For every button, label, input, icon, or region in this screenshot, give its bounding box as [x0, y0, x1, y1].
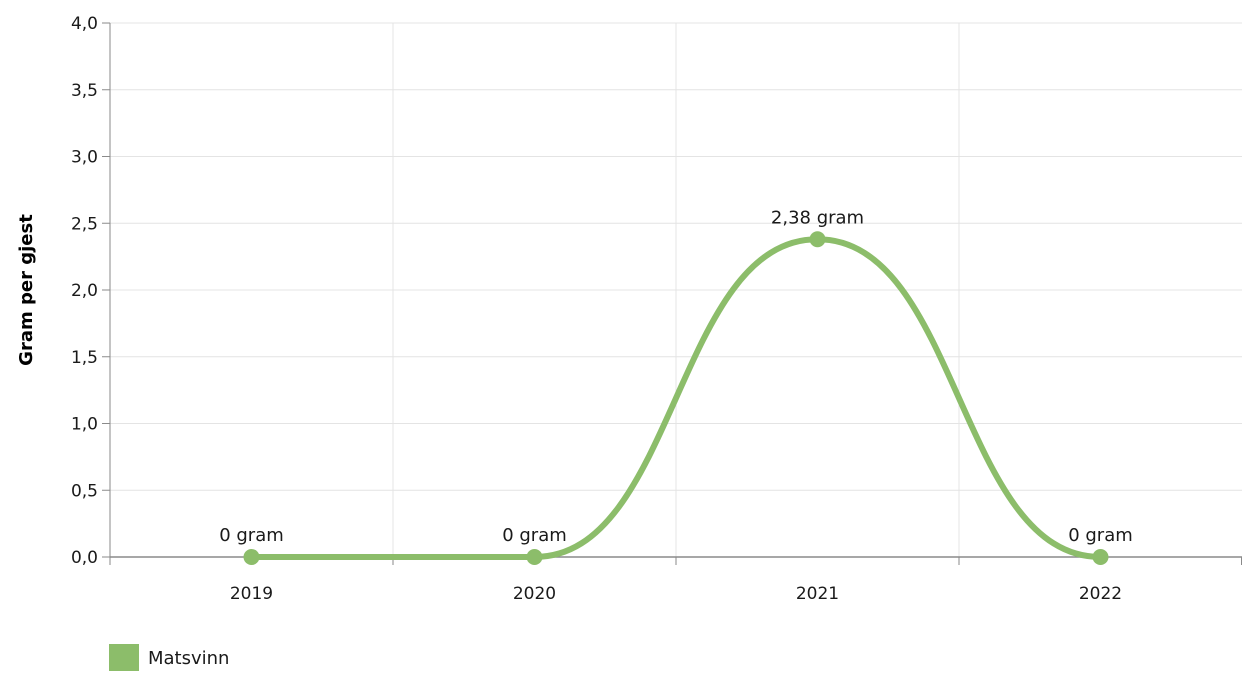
- y-tick-label: 2,5: [71, 214, 98, 234]
- x-tick-label: 2019: [230, 584, 273, 604]
- y-axis-title: Gram per gjest: [16, 214, 37, 366]
- y-tick-label: 4,0: [71, 14, 98, 34]
- x-axis-ticks: 2019 2020 2021 2022: [109, 557, 1242, 604]
- legend-swatch[interactable]: [109, 644, 139, 671]
- data-label: 0 gram: [219, 525, 284, 546]
- y-tick-label: 3,5: [71, 81, 98, 101]
- data-label: 0 gram: [502, 525, 567, 546]
- x-tick-label: 2021: [796, 584, 839, 604]
- series-line-matsvinn[interactable]: [248, 236, 1104, 561]
- data-point[interactable]: [809, 231, 826, 248]
- data-point[interactable]: [243, 549, 260, 565]
- y-tick-label: 1,5: [71, 348, 98, 368]
- x-tick-label: 2020: [513, 584, 556, 604]
- data-label: 2,38 gram: [771, 207, 864, 228]
- y-tick-label: 1,0: [71, 415, 98, 435]
- y-tick-label: 3,0: [71, 148, 98, 168]
- y-tick-label: 0,0: [71, 548, 98, 568]
- data-point[interactable]: [526, 549, 543, 565]
- data-labels: 0 gram 0 gram 2,38 gram 0 gram: [219, 207, 1133, 546]
- y-tick-label: 0,5: [71, 481, 98, 501]
- legend-label-matsvinn[interactable]: Matsvinn: [148, 648, 229, 669]
- x-tick-label: 2022: [1079, 584, 1122, 604]
- legend[interactable]: Matsvinn: [109, 644, 229, 671]
- y-tick-label: 2,0: [71, 281, 98, 301]
- y-axis-ticks: 0,0 0,5 1,0 1,5 2,0 2,5 3,0 3,5 4,0: [71, 14, 110, 568]
- grid-lines: [110, 22, 1242, 557]
- series-matsvinn: [243, 231, 1109, 565]
- data-label: 0 gram: [1068, 525, 1133, 546]
- data-point[interactable]: [1092, 549, 1109, 565]
